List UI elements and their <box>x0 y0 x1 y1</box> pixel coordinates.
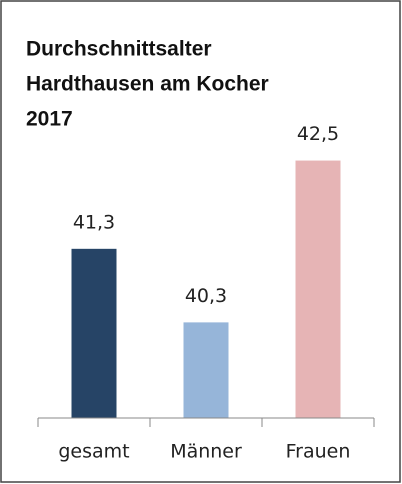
chart-title: Hardthausen am Kocher <box>26 73 269 96</box>
chart-title: 2017 <box>26 108 73 131</box>
x-tick-label: Frauen <box>286 441 351 463</box>
value-label: 42,5 <box>297 123 339 145</box>
x-tick-label: gesamt <box>58 441 129 463</box>
x-tick-label: Männer <box>170 441 242 463</box>
value-label: 41,3 <box>73 211 115 233</box>
value-label: 40,3 <box>185 285 227 307</box>
bar <box>71 248 117 418</box>
bar <box>183 322 229 418</box>
bar <box>295 160 341 419</box>
chart-title: Durchschnittsalter <box>26 38 212 61</box>
